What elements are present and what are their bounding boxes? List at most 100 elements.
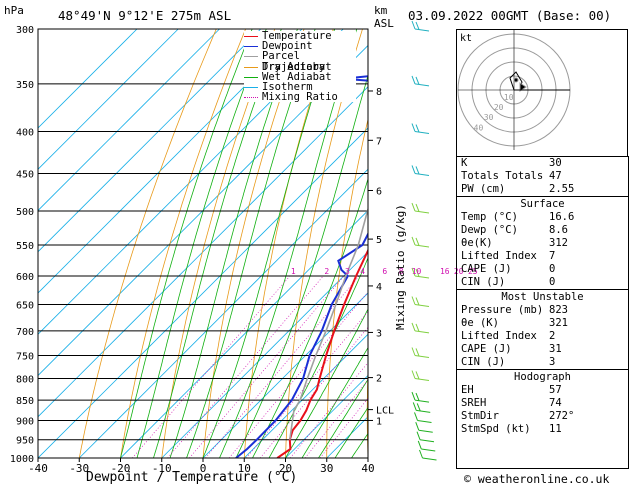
wind-barb (419, 449, 437, 461)
index-row: SREH 74 (457, 397, 628, 410)
isotherm-line (38, 86, 368, 418)
wind-barb (411, 391, 430, 403)
index-value: 0 (549, 276, 556, 288)
hodograph-ring-label: 20 (494, 103, 504, 112)
wind-barb (412, 402, 431, 413)
km-tick-label: 3 (376, 328, 382, 339)
isotherm-line (38, 29, 179, 170)
hodograph-title: Hodograph (457, 369, 628, 384)
km-label: km (374, 4, 388, 17)
pressure-tick-label: 650 (16, 301, 34, 312)
mixing-ratio-label: 3 (345, 267, 350, 276)
mixing-ratio-label: 6 (382, 267, 387, 276)
isotherm-line (38, 29, 303, 294)
index-value: 312 (549, 237, 568, 249)
index-value: 2.55 (549, 183, 575, 195)
index-name: CIN (J) (461, 356, 506, 368)
index-name: K (461, 157, 468, 169)
index-row: Lifted Index 2 (457, 330, 628, 343)
index-row: θe (K) 321 (457, 317, 628, 330)
surface-indices: Temp (°C) 16.6 Dewp (°C) 8.6 θe(K) 312 Lifted … (457, 211, 628, 289)
mixing-ratio-label: 10 (412, 267, 422, 276)
pressure-tick-label: 400 (16, 128, 34, 139)
index-name: EH (461, 384, 474, 396)
index-row: PW (cm) 2.55 (457, 183, 628, 196)
mixing-ratio-line (228, 291, 368, 458)
legend-swatch (244, 76, 258, 78)
x-tick-label: 0 (200, 462, 207, 475)
wind-barb (411, 165, 430, 176)
index-name: CIN (J) (461, 276, 506, 288)
x-tick-label: -40 (28, 462, 48, 475)
wind-barb (411, 236, 430, 248)
basic-indices: K 30 Totals Totals 47 PW (cm) 2.55 (457, 157, 628, 196)
isotherm-line (243, 333, 368, 458)
hodograph-ring-label: 40 (474, 123, 484, 132)
index-name: StmSpd (kt) (461, 423, 531, 435)
index-row: CAPE (J) 31 (457, 343, 628, 356)
legend-swatch (244, 36, 258, 37)
hodograph-ring-label: 10 (504, 93, 514, 102)
legend-item: Temperature (244, 31, 356, 41)
index-row: Totals Totals 47 (457, 170, 628, 183)
wind-barb (411, 370, 430, 381)
wind-barb (411, 267, 430, 279)
km-tick-label: LCL (376, 406, 394, 417)
mixing-ratio-line (167, 275, 324, 458)
mixing-ratio-label: 2 (324, 267, 329, 276)
location-label: 48°49'N 9°12'E 275m ASL (58, 8, 232, 23)
surface-title: Surface (457, 196, 628, 211)
wet-adiabat-line (334, 406, 368, 458)
wind-barb (416, 431, 435, 443)
index-value: 57 (549, 384, 562, 396)
hodograph-ring-label: 30 (484, 113, 494, 122)
mixing-ratio-axis-label: Mixing Ratio (g/kg) (394, 204, 407, 330)
pressure-tick-label: 800 (16, 374, 34, 385)
index-name: θe(K) (461, 237, 493, 249)
index-value: 2 (549, 330, 556, 342)
mixing-ratio-label: 20 (454, 267, 464, 276)
index-row: Dewp (°C) 8.6 (457, 224, 628, 237)
legend-label: Dry Adiabat (262, 60, 332, 73)
index-value: 30 (549, 157, 562, 169)
index-name: Lifted Index (461, 250, 537, 262)
wet-adiabat-line (318, 378, 368, 458)
wind-barb (417, 440, 436, 452)
index-value: 321 (549, 317, 568, 329)
legend-swatch (244, 86, 258, 88)
index-row: Pressure (mb) 823 (457, 304, 628, 317)
pressure-tick-label: 750 (16, 351, 34, 362)
index-value: 3 (549, 356, 556, 368)
datetime-label: 03.09.2022 00GMT (Base: 00) (408, 8, 612, 23)
mixing-ratio-label: 1 (291, 267, 296, 276)
mixing-ratio-label: 16 (440, 267, 450, 276)
plot-frame (37, 28, 369, 459)
storm-motion-arrow (519, 82, 527, 92)
km-tick-label: 8 (376, 87, 382, 98)
legend-item: Mixing Ratio (244, 92, 356, 102)
km-tick-label: 6 (376, 186, 382, 197)
pressure-tick-label: 550 (16, 241, 34, 252)
wind-barb (411, 75, 430, 87)
wind-barb (411, 123, 430, 135)
x-axis-label: Dewpoint / Temperature (°C) (86, 470, 298, 485)
index-row: Temp (°C) 16.6 (457, 211, 628, 224)
isotherm-line (285, 374, 368, 458)
index-row: StmSpd (kt) 11 (457, 423, 628, 436)
index-row: StmDir 272° (457, 410, 628, 423)
index-row: K 30 (457, 157, 628, 170)
legend-item: Wet Adiabat (244, 71, 356, 82)
km-tick-label: 2 (376, 374, 382, 385)
isotherm-line (38, 29, 220, 212)
wind-barb (414, 412, 432, 423)
pressure-tick-label: 350 (16, 80, 34, 91)
wet-adiabat-line (285, 308, 368, 458)
index-value: 823 (549, 304, 568, 316)
index-value: 7 (549, 250, 556, 262)
index-row: CAPE (J) 0 (457, 263, 628, 276)
index-value: 74 (549, 397, 562, 409)
hodograph-marker (513, 77, 519, 83)
index-value: 31 (549, 343, 562, 355)
x-tick-label: 20 (279, 462, 292, 475)
pressure-tick-label: 600 (16, 272, 34, 283)
